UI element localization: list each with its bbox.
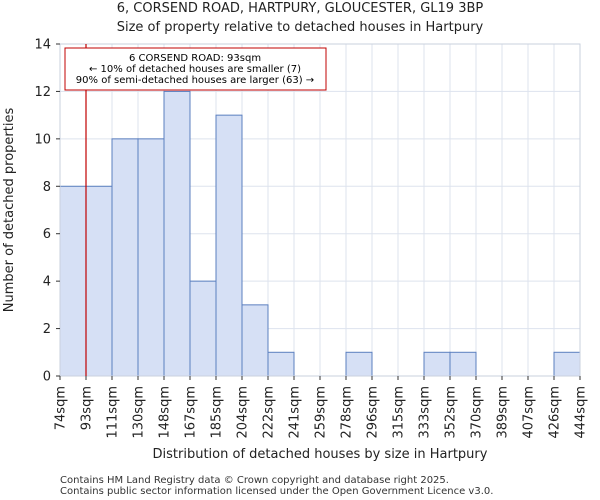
x-tick-label: 278sqm bbox=[340, 386, 355, 439]
x-tick-label: 407sqm bbox=[522, 386, 537, 439]
x-tick-label: 148sqm bbox=[158, 386, 173, 439]
y-tick-label: 14 bbox=[34, 38, 51, 53]
y-tick-label: 4 bbox=[43, 275, 51, 290]
bar bbox=[423, 351, 451, 377]
x-tick-label: 130sqm bbox=[132, 386, 147, 439]
y-tick-label: 0 bbox=[43, 370, 51, 385]
x-tick-label: 74sqm bbox=[54, 386, 69, 430]
x-tick-label: 185sqm bbox=[210, 386, 225, 439]
x-tick-label: 296sqm bbox=[366, 386, 381, 439]
annotation-box: 6 CORSEND ROAD: 93sqm ← 10% of detached … bbox=[64, 47, 327, 91]
y-tick-label: 6 bbox=[43, 227, 51, 242]
x-tick-label: 333sqm bbox=[418, 386, 433, 439]
x-tick-label: 370sqm bbox=[470, 386, 485, 439]
bar bbox=[267, 351, 295, 377]
bar bbox=[553, 351, 581, 377]
x-tick-label: 204sqm bbox=[236, 386, 251, 439]
x-tick-label: 93sqm bbox=[80, 386, 95, 430]
annotation-line-1: 6 CORSEND ROAD: 93sqm bbox=[129, 53, 261, 64]
bar bbox=[85, 185, 113, 377]
bars bbox=[59, 90, 581, 377]
x-axis-label: Distribution of detached houses by size … bbox=[153, 447, 488, 462]
y-axis-label: Number of detached properties bbox=[2, 108, 17, 313]
bar bbox=[163, 90, 191, 377]
x-tick-label: 426sqm bbox=[548, 386, 563, 439]
y-tick-label: 12 bbox=[34, 85, 51, 100]
bar bbox=[215, 114, 243, 377]
chart-subtitle: Size of property relative to detached ho… bbox=[117, 20, 484, 35]
bar bbox=[189, 280, 217, 377]
bar bbox=[111, 138, 139, 377]
bar bbox=[449, 351, 477, 377]
chart-title: 6, CORSEND ROAD, HARTPURY, GLOUCESTER, G… bbox=[117, 1, 484, 16]
x-axis-ticks: 74sqm 93sqm 111sqm 130sqm 148sqm 167sqm 185sqm… bbox=[54, 376, 589, 439]
x-tick-label: 315sqm bbox=[392, 386, 407, 439]
y-tick-label: 8 bbox=[43, 180, 51, 195]
x-tick-label: 222sqm bbox=[262, 386, 277, 439]
annotation-line-2: ← 10% of detached houses are smaller (7) bbox=[89, 64, 301, 75]
bar bbox=[241, 304, 269, 377]
annotation-frame bbox=[64, 47, 327, 91]
annotation-line-3: 90% of semi-detached houses are larger (… bbox=[76, 75, 314, 86]
x-tick-label: 259sqm bbox=[314, 386, 329, 439]
x-tick-label: 352sqm bbox=[444, 386, 459, 439]
x-tick-label: 444sqm bbox=[574, 386, 589, 439]
x-tick-label: 111sqm bbox=[106, 386, 121, 439]
y-tick-label: 2 bbox=[43, 322, 51, 337]
y-tick-label: 10 bbox=[34, 132, 51, 147]
footer-line-1: Contains HM Land Registry data © Crown c… bbox=[60, 475, 449, 486]
bar bbox=[345, 351, 373, 377]
bar bbox=[137, 138, 165, 377]
x-tick-label: 241sqm bbox=[288, 386, 303, 439]
bar bbox=[59, 185, 87, 377]
y-axis-ticks: 0 2 4 6 8 10 12 14 bbox=[34, 38, 60, 385]
x-tick-label: 167sqm bbox=[184, 386, 199, 439]
x-tick-label: 389sqm bbox=[496, 386, 511, 439]
footer-line-2: Contains public sector information licen… bbox=[60, 486, 493, 497]
